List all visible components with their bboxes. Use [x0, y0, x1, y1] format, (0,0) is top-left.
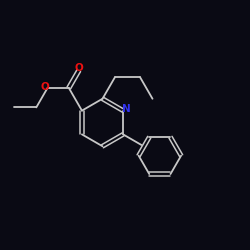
Text: O: O	[41, 82, 50, 92]
Text: N: N	[122, 104, 131, 115]
Text: O: O	[75, 63, 84, 73]
